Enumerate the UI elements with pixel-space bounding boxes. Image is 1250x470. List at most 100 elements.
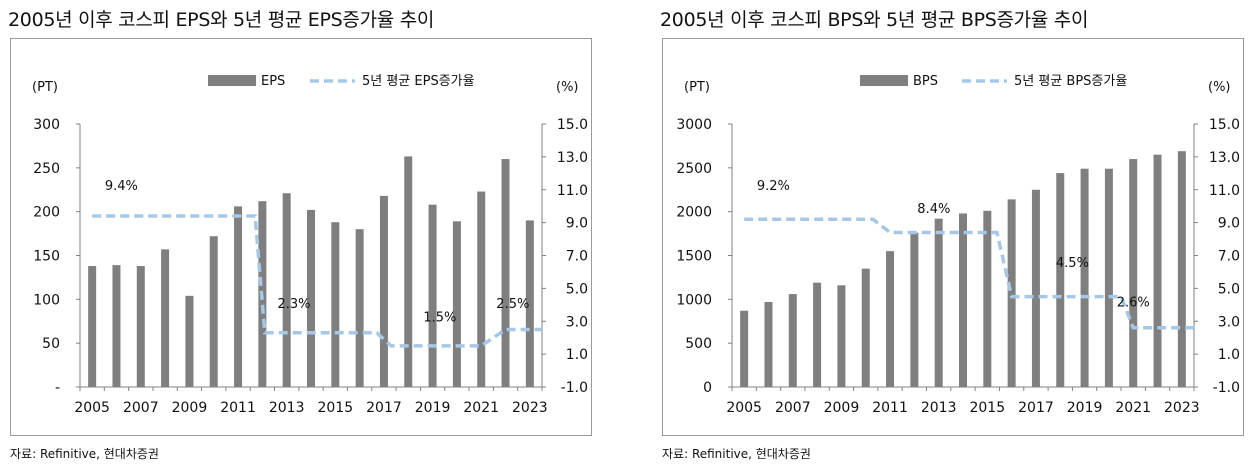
legend-bar-label: EPS <box>261 74 285 89</box>
bar-2021 <box>1129 159 1138 387</box>
chart-title: 2005년 이후 코스피 EPS와 5년 평균 EPS증가율 추이 <box>8 9 435 31</box>
right-tick-label: 1.0 <box>1218 347 1240 363</box>
left-tick-label: 2000 <box>676 205 712 221</box>
bar-2012 <box>910 232 919 387</box>
growth-rate-label: 2.6% <box>1117 295 1150 310</box>
x-tick-label: 2023 <box>1164 400 1200 416</box>
x-tick-label: 2013 <box>269 400 305 416</box>
legend-bar-swatch <box>860 75 908 86</box>
bar-2010 <box>861 268 870 387</box>
x-tick-label: 2013 <box>921 400 957 416</box>
right-tick-label: 15.0 <box>557 117 588 133</box>
right-tick-label: 3.0 <box>566 314 588 330</box>
right-tick-label: 11.0 <box>557 183 588 199</box>
right-tick-label: 11.0 <box>1209 183 1240 199</box>
bar-2013 <box>282 193 291 387</box>
bar-2019 <box>428 204 437 387</box>
right-tick-label: 5.0 <box>566 281 588 297</box>
bar-2021 <box>477 191 486 387</box>
source-note: 자료: Refinitive, 현대차증권 <box>10 447 159 461</box>
x-tick-label: 2005 <box>726 400 762 416</box>
left-tick-label: 250 <box>33 161 60 177</box>
bar-2015 <box>983 210 992 387</box>
legend-bar-label: BPS <box>913 74 938 89</box>
x-tick-label: 2019 <box>1067 400 1103 416</box>
bps-chart: 0 500 1000 1500 2000 2500 3000 -1.0 1.0 3.0 5.0 7.0… <box>676 74 1240 416</box>
growth-rate-label: 1.5% <box>423 310 456 325</box>
x-tick-label: 2015 <box>969 400 1005 416</box>
bar-2009 <box>837 285 846 387</box>
bar-2022 <box>501 159 510 387</box>
bar-2011 <box>886 251 895 387</box>
legend-line-label: 5년 평균 EPS증가율 <box>362 74 475 89</box>
bar-2005 <box>88 266 97 387</box>
left-tick-label: 2500 <box>676 161 712 177</box>
bar-2007 <box>788 294 797 387</box>
left-axis-unit: (PT) <box>32 80 58 95</box>
right-tick-label: 15.0 <box>1209 117 1240 133</box>
bar-2020 <box>452 221 461 387</box>
bar-2014 <box>959 213 967 387</box>
left-axis-unit: (PT) <box>684 80 710 95</box>
chart-frame <box>662 38 1244 436</box>
left-tick-label: 100 <box>33 292 60 308</box>
x-tick-label: 2017 <box>366 400 402 416</box>
bar-2017 <box>1031 189 1040 387</box>
growth-rate-label: 8.4% <box>917 202 950 217</box>
bar-2016 <box>1007 199 1016 387</box>
x-tick-label: 2011 <box>872 400 908 416</box>
right-tick-label: 1.0 <box>566 347 588 363</box>
x-tick-label: 2021 <box>1115 400 1151 416</box>
right-tick-label: 7.0 <box>566 249 588 265</box>
bar-2015 <box>331 222 340 387</box>
bar-2008 <box>813 282 822 387</box>
growth-rate-label: 9.4% <box>105 179 138 194</box>
right-tick-label: -1.0 <box>561 380 588 396</box>
x-tick-label: 2019 <box>415 400 451 416</box>
chart-title: 2005년 이후 코스피 BPS와 5년 평균 BPS증가율 추이 <box>660 9 1089 31</box>
left-tick-label: 200 <box>33 205 60 221</box>
right-tick-label: 13.0 <box>1209 150 1240 166</box>
x-tick-label: 2007 <box>123 400 159 416</box>
x-tick-label: 2007 <box>775 400 811 416</box>
bar-2018 <box>404 156 413 387</box>
right-tick-label: -1.0 <box>1213 380 1240 396</box>
bar-2016 <box>355 229 364 387</box>
left-tick-label: 150 <box>33 249 60 265</box>
growth-rate-line <box>744 217 1194 330</box>
bar-2010 <box>209 236 218 387</box>
x-tick-label: 2021 <box>463 400 499 416</box>
right-tick-label: 5.0 <box>1218 281 1240 297</box>
bar-2006 <box>764 301 773 387</box>
left-tick-label: 1500 <box>676 249 712 265</box>
bar-2013 <box>934 218 943 387</box>
bar-2018 <box>1056 173 1065 387</box>
bar-2023 <box>525 220 534 387</box>
left-tick-label: 3000 <box>676 117 712 133</box>
bar-2011 <box>234 206 243 387</box>
bar-2006 <box>112 265 121 387</box>
bar-2009 <box>185 295 194 387</box>
left-tick-label: 1000 <box>676 292 712 308</box>
x-tick-label: 2011 <box>220 400 256 416</box>
bar-2014 <box>307 209 315 387</box>
growth-rate-label: 9.2% <box>757 179 790 194</box>
eps-chart-panel: 2005년 이후 코스피 EPS와 5년 평균 EPS증가율 추이 - 50 100… <box>8 0 618 470</box>
right-axis-unit: (%) <box>556 80 579 95</box>
left-tick-label: 300 <box>33 117 60 133</box>
right-tick-label: 9.0 <box>566 216 588 232</box>
bar-2019 <box>1080 168 1089 387</box>
bar-2017 <box>379 195 388 387</box>
x-tick-label: 2005 <box>74 400 110 416</box>
x-tick-label: 2017 <box>1018 400 1054 416</box>
bar-2007 <box>136 266 145 387</box>
source-note: 자료: Refinitive, 현대차증권 <box>662 447 811 461</box>
bar-2023 <box>1177 151 1186 387</box>
legend-bar-swatch <box>208 75 256 86</box>
x-tick-label: 2015 <box>317 400 353 416</box>
bps-chart-panel: 2005년 이후 코스피 BPS와 5년 평균 BPS증가율 추이 0 500 10… <box>660 0 1250 470</box>
bar-2022 <box>1153 154 1162 387</box>
right-axis-unit: (%) <box>1208 80 1231 95</box>
legend-line-label: 5년 평균 BPS증가율 <box>1014 74 1127 89</box>
left-tick-label: 50 <box>42 336 60 352</box>
